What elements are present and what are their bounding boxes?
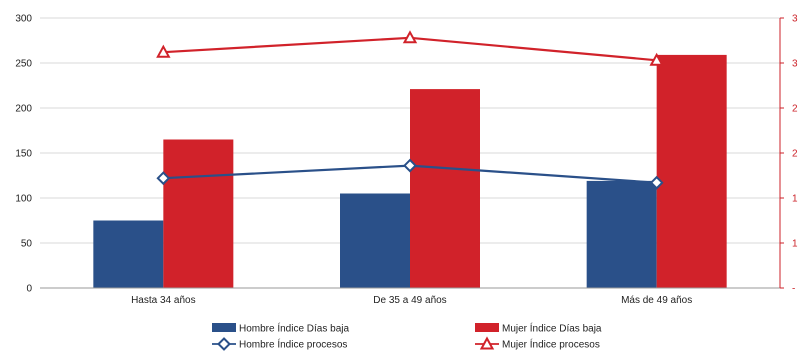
legend-label: Hombre Índice Días baja	[239, 322, 349, 335]
triangle-marker	[156, 44, 171, 58]
category-labels: Hasta 34 años De 35 a 49 años Más de 49 añ…	[131, 295, 692, 306]
bar	[93, 220, 164, 288]
left-tick-label: 250	[15, 59, 32, 70]
triangle-marker	[649, 52, 664, 66]
legend-swatch	[475, 323, 499, 332]
legend-label: Mujer Índice Días baja	[502, 322, 602, 335]
diamond-marker	[649, 175, 664, 190]
left-tick-label: 300	[15, 14, 32, 25]
category-label: Más de 49 años	[621, 295, 692, 306]
legend-swatch	[212, 323, 236, 332]
diamond-marker	[217, 337, 231, 351]
bar	[410, 89, 480, 288]
right-tick-label: 2	[792, 149, 798, 160]
left-axis-ticks: 0 50 100 150 200 250 300	[15, 14, 32, 295]
right-tick-label: 1	[792, 194, 798, 205]
right-tick-label: -	[792, 284, 795, 295]
right-tick-label: 2	[792, 104, 798, 115]
left-tick-label: 150	[15, 149, 32, 160]
triangle-marker	[479, 336, 495, 350]
diamond-marker	[403, 158, 417, 173]
bar	[340, 193, 410, 288]
right-axis-ticks: - 1 1 2 2 3 3	[780, 14, 798, 295]
right-tick-label: 1	[792, 239, 798, 250]
bars	[93, 54, 727, 289]
right-tick-label: 3	[792, 59, 798, 70]
right-tick-label: 3	[792, 14, 798, 25]
bar	[586, 180, 657, 288]
category-label: De 35 a 49 años	[373, 295, 446, 306]
legend-label: Hombre Índice procesos	[239, 338, 347, 351]
left-tick-label: 50	[21, 239, 33, 250]
left-tick-label: 200	[15, 104, 32, 115]
bar	[163, 139, 234, 288]
left-tick-label: 0	[26, 284, 32, 295]
category-label: Hasta 34 años	[131, 295, 196, 306]
left-tick-label: 100	[15, 194, 32, 205]
diamond-marker	[156, 171, 171, 186]
legend-label: Mujer Índice procesos	[502, 338, 600, 351]
bar	[656, 54, 727, 289]
triangle-marker	[402, 30, 418, 44]
series-lines	[156, 30, 664, 190]
legend: Hombre Índice Días baja Mujer Índice Días…	[212, 322, 602, 351]
